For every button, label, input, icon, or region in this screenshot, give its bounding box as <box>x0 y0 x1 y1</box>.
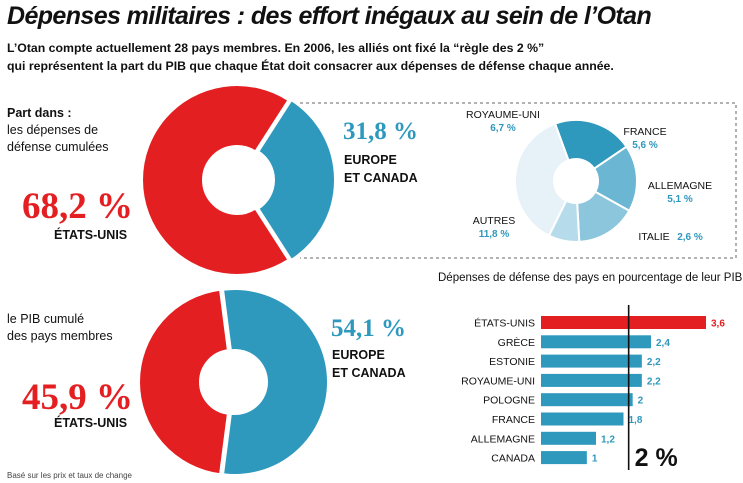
bar-label-1: GRÈCE <box>498 336 535 349</box>
spending-europe-line-2: ET CANADA <box>344 171 418 185</box>
bar-label-3: ROYAUME-UNI <box>461 375 535 387</box>
bar-label-7: CANADA <box>491 453 535 465</box>
subtitle-line-2: qui représentent la part du PIB que chaq… <box>7 59 614 73</box>
gdp-slice-usa <box>137 288 230 476</box>
spending-label-line-3: défense cumulées <box>7 140 109 154</box>
spending-label-line-1: Part dans : <box>7 106 72 120</box>
bar-1 <box>541 335 651 349</box>
donut-gdp <box>137 288 329 476</box>
spending-section-label: Part dans : les dépenses de défense cumu… <box>7 105 108 156</box>
gdp-europe-value: 54,1 % <box>331 315 406 342</box>
bar-chart-title: Dépenses de défense des pays en pourcent… <box>438 272 743 284</box>
breakdown-dashed-frame <box>300 102 737 259</box>
bar-7 <box>541 451 587 465</box>
spending-usa-value: 68,2 % <box>22 186 133 227</box>
gdp-usa-value: 45,9 % <box>22 377 133 418</box>
bar-2 <box>541 354 642 368</box>
bar-4 <box>541 393 633 407</box>
pie-europe-breakdown: ROYAUME-UNI 6,7 % FRANCE 5,6 % ALLEMAGNE 5,1 … <box>466 109 712 243</box>
bar-6 <box>541 431 596 445</box>
bar-value-4: 2 <box>638 396 644 407</box>
gdp-usa-label: ÉTATS-UNIS <box>54 416 128 430</box>
pie-label-france: FRANCE <box>623 126 666 138</box>
pie-value-allemagne: 5,1 % <box>667 194 693 205</box>
bar-label-2: ESTONIE <box>489 356 535 368</box>
gdp-slice-europe <box>221 288 329 476</box>
bar-value-5: 1,8 <box>629 415 643 426</box>
spending-europe-label: EUROPE ET CANADA <box>344 151 418 187</box>
bar-value-0: 3,6 <box>711 319 725 330</box>
bar-value-7: 1 <box>592 454 598 465</box>
bar-label-0: ÉTATS-UNIS <box>474 317 535 330</box>
bar-label-4: POLOGNE <box>483 395 535 407</box>
footnote: Basé sur les prix et taux de change <box>7 471 132 480</box>
gdp-europe-label: EUROPE ET CANADA <box>332 346 406 382</box>
page-title: Dépenses militaires : des effort inégaux… <box>7 2 652 30</box>
spending-slice-europe <box>257 98 337 262</box>
bar-label-5: FRANCE <box>492 414 535 426</box>
gdp-europe-line-1: EUROPE <box>332 348 385 362</box>
spending-label-line-2: les dépenses de <box>7 123 99 137</box>
pie-value-autres: 11,8 % <box>479 229 510 240</box>
bar-label-6: ALLEMAGNE <box>471 433 535 445</box>
bar-0 <box>541 316 706 329</box>
reference-line-label: 2 % <box>635 444 678 472</box>
bar-chart-gdp-percent: ÉTATS-UNIS 3,6 GRÈCE 2,4 ESTONIE 2,2 ROYAUME-U… <box>461 305 725 472</box>
pie-value-france: 5,6 % <box>632 140 658 151</box>
spending-europe-line-1: EUROPE <box>344 153 397 167</box>
spending-europe-value: 31,8 % <box>343 118 418 145</box>
pie-label-autres: AUTRES <box>473 215 516 227</box>
bar-value-3: 2,2 <box>647 376 661 387</box>
pie-label-italie: ITALIE <box>638 231 669 243</box>
bar-5 <box>541 412 624 426</box>
bar-value-1: 2,4 <box>656 338 670 349</box>
pie-label-allemagne: ALLEMAGNE <box>648 180 712 192</box>
spending-usa-label: ÉTATS-UNIS <box>54 228 128 242</box>
bar-3 <box>541 373 642 387</box>
bar-value-6: 1,2 <box>601 434 615 445</box>
pie-label-royaume-uni: ROYAUME-UNI <box>466 109 540 121</box>
gdp-label-line-2: des pays membres <box>7 329 113 343</box>
pie-value-italie: 2,6 % <box>677 232 703 243</box>
spending-slice-usa <box>141 84 290 276</box>
gdp-label-line-1: le PIB cumulé <box>7 312 85 326</box>
gdp-europe-line-2: ET CANADA <box>332 366 406 380</box>
bar-value-2: 2,2 <box>647 357 661 368</box>
donut-spending <box>141 84 337 276</box>
pie-hole <box>554 159 598 203</box>
subtitle-line-1: L’Otan compte actuellement 28 pays membr… <box>7 41 545 55</box>
gdp-section-label: le PIB cumulé des pays membres <box>7 311 113 345</box>
pie-value-royaume-uni: 6,7 % <box>490 123 516 134</box>
subtitle: L’Otan compte actuellement 28 pays membr… <box>7 39 614 75</box>
